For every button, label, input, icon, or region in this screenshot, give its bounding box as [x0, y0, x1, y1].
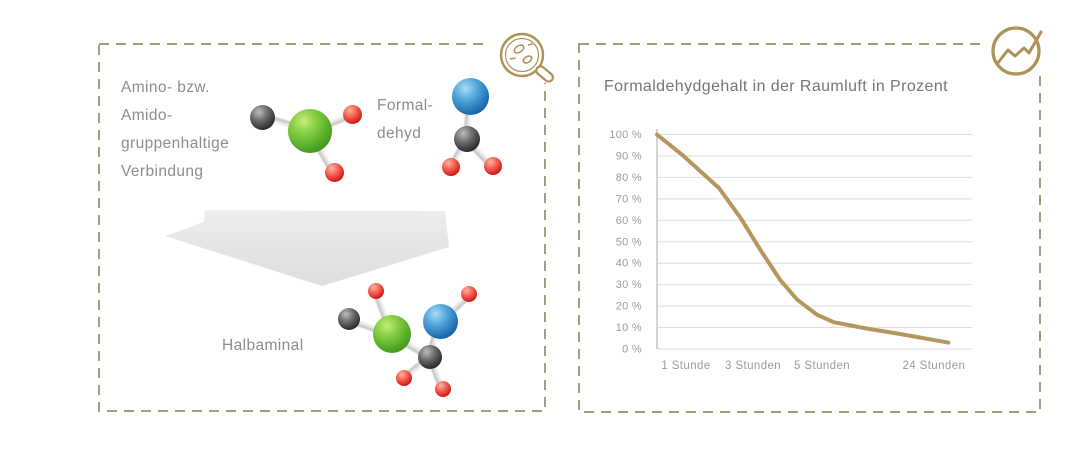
x-tick-label: 24 Stunden: [902, 360, 965, 372]
y-tick-label: 100 %: [609, 129, 642, 141]
x-tick-label: 5 Stunden: [794, 360, 850, 372]
chart-title: Formaldehydgehalt in der Raumluft in Pro…: [604, 78, 948, 95]
reaction-arrow: [165, 210, 449, 286]
y-tick-label: 0 %: [622, 344, 642, 356]
magnifier-molecules-icon: [499, 32, 554, 83]
y-tick-label: 10 %: [616, 322, 642, 334]
formaldehyde-label-line: Formal-: [377, 97, 434, 114]
y-tick-label: 90 %: [616, 150, 642, 162]
y-tick-label: 40 %: [616, 258, 642, 270]
formaldehyde-decay-chart: 100 % 90 % 80 % 70 % 60 % 50 % 40 % 30 % 20 % 10 …: [609, 129, 972, 372]
formaldehyde-label-line: dehyd: [377, 125, 422, 142]
formaldehyde-label: Formal- dehyd: [377, 92, 433, 148]
reactant-label-line: Amido-: [121, 107, 173, 124]
y-tick-label: 70 %: [616, 193, 642, 205]
product-label: Halbaminal: [222, 337, 304, 354]
y-tick-label: 30 %: [616, 279, 642, 291]
trend-chart-icon: [991, 26, 1043, 76]
x-tick-label: 1 Stunde: [661, 360, 710, 372]
reactant-label-line: gruppenhaltige: [121, 135, 230, 152]
y-tick-label: 50 %: [616, 236, 642, 248]
y-tick-label: 60 %: [616, 215, 642, 227]
arrow-shape: [165, 210, 449, 286]
x-tick-label: 3 Stunden: [725, 360, 781, 372]
right-panel-border: [578, 43, 1041, 413]
trend-line: [655, 132, 951, 345]
y-tick-label: 80 %: [616, 172, 642, 184]
left-panel-border: [98, 43, 546, 412]
y-tick-label: 20 %: [616, 301, 642, 313]
reactant-label-line: Amino- bzw.: [121, 79, 210, 96]
reactant-label: Amino- bzw. Amido- gruppenhaltige Verbin…: [121, 74, 229, 186]
reactant-label-line: Verbindung: [121, 163, 204, 180]
